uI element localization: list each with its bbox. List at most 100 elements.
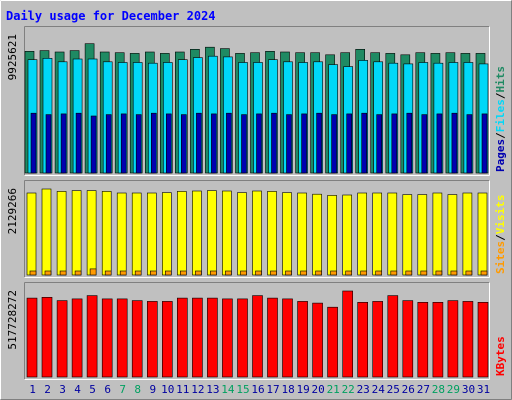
bar-visits-day-2 (41, 188, 52, 276)
bar-kbytes-day-26 (402, 300, 414, 378)
bar-sites-day-13 (210, 270, 217, 276)
bar-pages-day-17 (271, 112, 277, 174)
day-label-14: 14 (221, 383, 235, 396)
bar-visits-day-27 (417, 194, 428, 276)
day-label-18: 18 (281, 383, 294, 396)
bar-kbytes-day-1 (26, 297, 38, 378)
bar-visits-day-15 (237, 192, 247, 276)
panel-kbytes: 517728272 KBytes (6, 282, 507, 380)
day-label-31: 31 (477, 383, 490, 396)
day-label-22: 22 (342, 383, 355, 396)
bar-visits-day-10 (162, 192, 172, 276)
bar-kbytes-day-11 (177, 297, 188, 378)
bar-visits-day-9 (147, 192, 157, 276)
bar-visits-day-26 (402, 194, 413, 276)
day-label-29: 29 (447, 383, 460, 396)
bar-visits-day-6 (101, 191, 112, 276)
bar-visits-day-24 (372, 192, 383, 276)
bar-visits-day-19 (297, 192, 307, 276)
bar-sites-day-5 (89, 268, 97, 276)
bar-sites-day-31 (480, 270, 488, 276)
bar-pages-day-15 (241, 114, 247, 174)
day-label-5: 5 (89, 383, 96, 396)
panels-layer: 9925621Pages/Files/Hits2129266Sites/Visi… (6, 26, 507, 380)
bar-visits-day-5 (86, 190, 97, 276)
day-label-11: 11 (176, 383, 189, 396)
day-label-28: 28 (432, 383, 445, 396)
bar-pages-day-4 (75, 112, 82, 174)
bar-visits-day-17 (267, 191, 277, 276)
chart-title: Daily usage for December 2024 (6, 9, 216, 23)
panel-visits-sites: 2129266 Sites/Visits (6, 180, 507, 278)
day-label-20: 20 (311, 383, 324, 396)
bar-visits-day-8 (131, 192, 142, 276)
bar-pages-day-25 (391, 113, 398, 174)
bar-sites-day-6 (104, 270, 112, 276)
bar-sites-day-23 (360, 270, 368, 276)
bar-visits-day-14 (222, 190, 232, 276)
bar-kbytes-day-15 (237, 298, 248, 378)
bar-pages-day-21 (331, 114, 337, 174)
panel-axis-max-label: 517728272 (6, 290, 19, 350)
day-label-19: 19 (296, 383, 309, 396)
panel-legend: KBytes (494, 336, 507, 376)
day-label-2: 2 (44, 383, 51, 396)
bar-sites-day-2 (44, 270, 52, 276)
bar-visits-day-3 (56, 191, 67, 276)
bar-sites-day-12 (195, 270, 202, 276)
bar-pages-day-30 (466, 114, 473, 174)
bar-pages-day-29 (451, 112, 458, 174)
bar-pages-day-26 (406, 112, 413, 174)
day-label-30: 30 (462, 383, 475, 396)
panel-axis-max-label: 9925621 (6, 34, 19, 80)
bar-visits-day-13 (207, 190, 217, 276)
day-label-16: 16 (251, 383, 264, 396)
bar-visits-day-31 (477, 192, 488, 276)
day-label-13: 13 (206, 383, 219, 396)
day-label-6: 6 (104, 383, 111, 396)
bar-pages-day-20 (316, 112, 322, 174)
bar-pages-day-28 (436, 113, 443, 174)
bar-pages-day-13 (211, 113, 217, 174)
day-label-3: 3 (59, 383, 66, 396)
bar-pages-day-9 (151, 112, 157, 174)
bar-kbytes-day-23 (357, 301, 369, 378)
bar-pages-day-8 (135, 114, 142, 174)
bar-kbytes-day-20 (312, 302, 323, 378)
bar-sites-day-26 (405, 270, 413, 276)
bar-kbytes-day-14 (222, 298, 233, 378)
bar-kbytes-day-10 (162, 301, 173, 378)
bar-kbytes-day-9 (147, 301, 158, 378)
day-label-9: 9 (149, 383, 156, 396)
bar-pages-day-6 (105, 114, 112, 174)
legend-separator: / (494, 92, 507, 99)
bar-sites-day-8 (134, 270, 142, 276)
bar-sites-day-15 (240, 270, 247, 276)
legend-entry-hits: Hits (494, 66, 507, 93)
day-label-17: 17 (266, 383, 279, 396)
bar-kbytes-day-2 (41, 296, 53, 378)
bar-kbytes-day-27 (417, 301, 429, 378)
bar-visits-day-23 (357, 192, 368, 276)
day-label-7: 7 (119, 383, 126, 396)
bar-kbytes-day-31 (477, 301, 489, 378)
panel-legend: Pages/Files/Hits (494, 66, 507, 172)
bar-pages-day-16 (256, 113, 262, 174)
bar-visits-day-22 (342, 194, 353, 276)
bar-pages-day-19 (301, 113, 307, 174)
bar-kbytes-day-21 (327, 306, 338, 378)
legend-entry-kbytes: KBytes (494, 336, 507, 376)
bar-pages-day-18 (286, 114, 292, 174)
legend-entry-pages: Pages (494, 139, 507, 172)
bar-sites-day-27 (420, 270, 428, 276)
bar-kbytes-day-6 (101, 298, 113, 378)
bar-kbytes-day-5 (86, 295, 98, 378)
day-labels: 1 2 3 4 5 6 7 8 9 10 11 12 13 14 15 16 17 18 19 20 21 22 23 24 2… (29, 383, 490, 396)
legend-entry-sites: Sites (494, 241, 507, 274)
panel-legend: Sites/Visits (494, 195, 507, 275)
day-label-15: 15 (236, 383, 249, 396)
bar-kbytes-day-7 (116, 298, 128, 378)
day-label-26: 26 (402, 383, 415, 396)
